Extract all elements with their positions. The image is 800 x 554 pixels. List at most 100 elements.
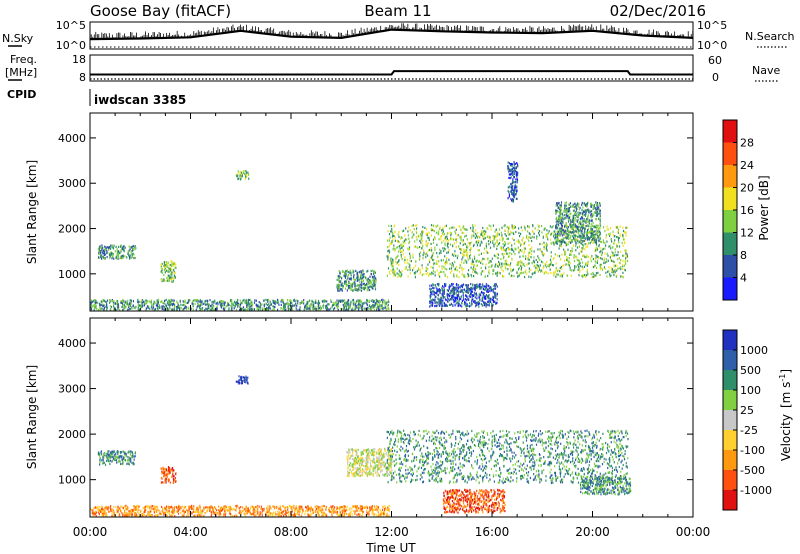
data-point [616,226,618,229]
data-point [480,303,482,306]
data-point [372,279,374,282]
data-point [464,249,466,252]
data-point [483,258,485,261]
data-point [446,275,449,278]
data-point [407,275,409,278]
data-point [421,230,423,233]
data-point [314,307,316,310]
data-point [428,238,430,241]
data-point [550,233,552,236]
data-point [563,272,565,275]
data-point [115,302,117,305]
data-point [244,174,246,177]
data-point [94,307,96,310]
data-point [593,240,595,244]
data-point [595,217,598,221]
data-point [410,260,412,263]
data-point [201,303,203,306]
data-point [617,230,619,233]
data-point [504,224,506,227]
data-point [359,277,362,280]
data-point [120,300,122,303]
data-point [499,238,501,241]
data-point [515,178,517,181]
data-point [586,243,588,246]
data-point [580,212,582,215]
data-point [121,254,123,258]
data-point [533,265,535,268]
data-point [501,248,503,251]
data-point [413,233,415,236]
data-point [431,284,433,287]
data-point [453,287,455,290]
data-point [475,229,477,232]
data-point [421,237,423,240]
data-point [467,298,470,301]
data-point [523,242,525,245]
data-point [343,282,345,285]
data-point [489,260,491,263]
data-point [560,232,562,235]
data-point [594,225,596,228]
data-point [591,210,593,213]
data-point [332,308,335,311]
data-point [581,240,584,243]
data-point [505,242,507,245]
data-point [251,303,254,307]
data-point [482,226,484,230]
data-point [343,270,345,273]
data-point [502,242,504,246]
data-point [526,234,528,237]
data-point [599,227,601,230]
data-point [626,253,628,256]
data-point [516,263,518,266]
data-point [108,248,110,251]
data-point [408,266,410,269]
data-point [477,249,479,252]
data-point [493,291,495,294]
data-point [519,272,522,275]
data-point [472,259,474,262]
data-point [167,265,169,268]
data-point [590,223,592,226]
data-point [163,305,165,309]
data-point [108,246,110,249]
data-point [409,240,411,243]
data-point [558,247,560,250]
data-point [466,246,468,249]
data-point [104,257,106,260]
data-point [597,271,599,274]
data-point [370,308,372,311]
data-point [555,224,558,227]
data-point [256,304,258,308]
data-point [565,222,567,225]
data-point [433,287,435,290]
data-point [337,305,339,308]
data-point [102,304,104,308]
data-point [496,271,499,274]
data-point [559,212,561,215]
data-point [388,239,390,242]
data-point [357,276,359,279]
data-point [572,217,574,220]
data-point [142,301,144,304]
data-point [624,241,626,244]
data-point [293,299,295,302]
data-point [483,292,485,295]
data-point [505,262,508,266]
data-point [602,247,604,251]
data-point [554,230,556,233]
data-point [592,205,594,208]
data-point [578,252,580,255]
data-point [488,272,490,275]
data-point [466,284,468,287]
data-point [241,302,243,305]
data-point [574,205,576,208]
data-point [560,243,563,246]
data-point [579,220,581,223]
data-point [426,251,428,254]
data-point [177,303,179,306]
data-point [452,265,455,268]
data-point [352,289,354,292]
data-point [444,274,446,277]
